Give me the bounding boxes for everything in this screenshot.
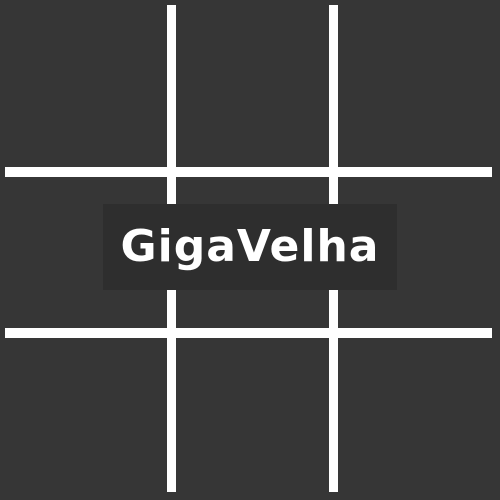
- game-title: GigaVelha: [120, 221, 380, 272]
- grid-line-horizontal-top: [5, 167, 492, 177]
- game-title-panel: GigaVelha: [103, 204, 397, 290]
- grid-line-horizontal-bottom: [5, 328, 492, 338]
